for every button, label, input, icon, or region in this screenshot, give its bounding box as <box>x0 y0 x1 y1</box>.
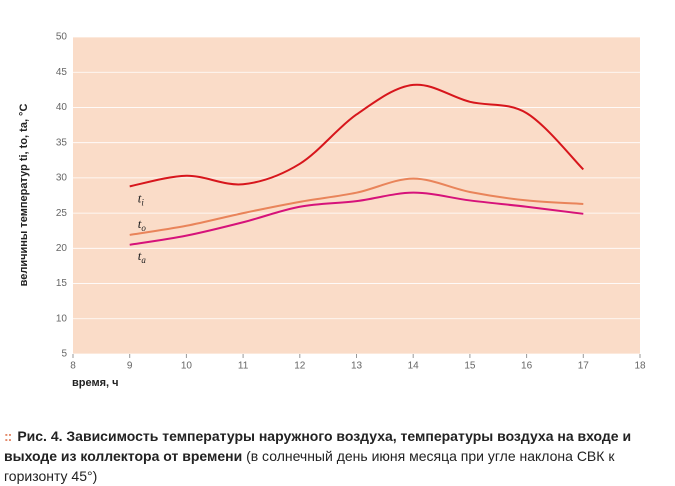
y-tick-label: 15 <box>56 278 68 289</box>
y-axis-label: величины температур ti, to, ta, °C <box>18 104 30 287</box>
y-tick-label: 50 <box>56 32 68 43</box>
series-label: to <box>138 216 147 233</box>
y-tick-label: 20 <box>56 243 68 254</box>
caption: :: Рис. 4. Зависимость температуры наружн… <box>4 426 672 486</box>
x-axis-label: время, ч <box>72 377 119 389</box>
plot-area <box>73 37 640 354</box>
series-line <box>129 177 584 236</box>
series-name: t <box>138 248 142 263</box>
series-subscript: a <box>141 255 146 265</box>
y-tick-label: 35 <box>56 137 68 148</box>
x-tick-label: 10 <box>181 361 193 372</box>
series-line <box>129 191 584 246</box>
series-line <box>129 83 585 188</box>
series-subscript: i <box>141 197 144 207</box>
series-label: ti <box>138 190 145 207</box>
y-tick-label: 5 <box>61 349 67 360</box>
caption-title: Рис. 4. Зависимость температуры наружног… <box>4 428 632 464</box>
y-tick-label: 10 <box>56 313 68 324</box>
series-label: ta <box>138 248 147 265</box>
page: величины температур ti, to, ta, °C время… <box>4 31 646 484</box>
x-tick-label: 17 <box>578 361 590 372</box>
x-tick-label: 12 <box>294 361 306 372</box>
x-tick-label: 11 <box>238 361 249 372</box>
y-tick-label: 40 <box>56 102 68 113</box>
y-tick-label: 25 <box>56 208 68 219</box>
x-tick-label: 15 <box>464 361 476 372</box>
series-subscript: o <box>141 223 146 233</box>
x-tick-label: 16 <box>521 361 533 372</box>
y-tick-label: 45 <box>56 67 68 78</box>
x-tick-label: 14 <box>408 361 420 372</box>
x-tick-label: 13 <box>351 361 363 372</box>
caption-icon: :: <box>4 428 12 444</box>
y-tick-label: 30 <box>56 173 68 184</box>
x-tick-label: 8 <box>70 361 76 372</box>
chart: величины температур ti, to, ta, °C время… <box>18 32 646 389</box>
series-name: t <box>138 216 142 231</box>
series-name: t <box>138 190 142 205</box>
x-tick-label: 9 <box>127 361 133 372</box>
x-tick-label: 18 <box>634 361 646 372</box>
